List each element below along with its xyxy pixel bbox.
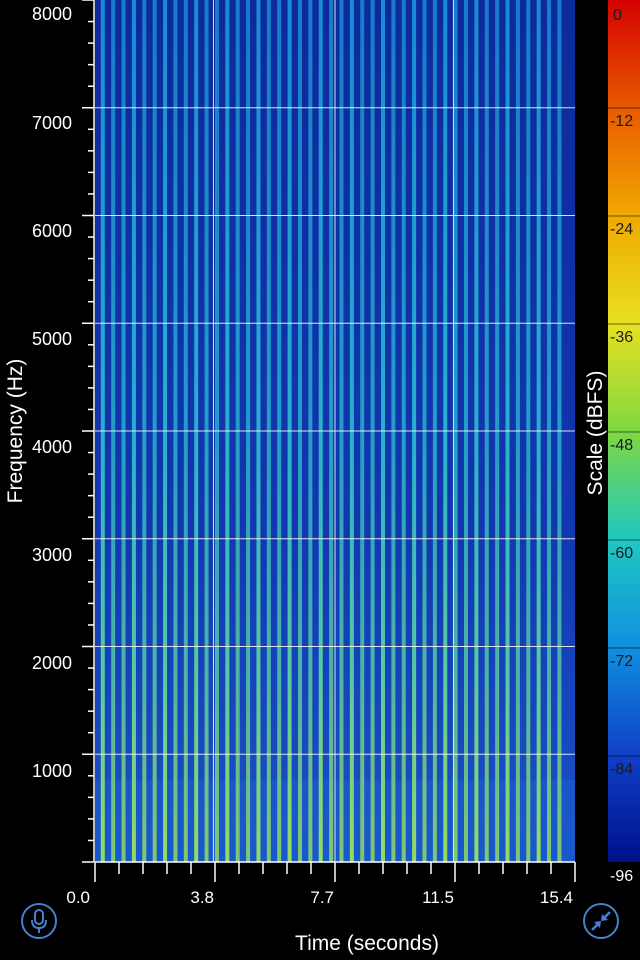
microphone-button[interactable] (21, 903, 57, 939)
colorbar-tick-label: -60 (610, 545, 633, 562)
grid-lines (95, 0, 575, 862)
x-minor-ticks (94, 862, 576, 882)
y-tick-label: 1000 (32, 761, 72, 781)
x-tick-label: 11.5 (422, 888, 454, 907)
x-axis-label: Time (seconds) (295, 932, 439, 955)
y-tick-label: 7000 (32, 113, 72, 133)
colorbar-label: Scale (dBFS) (584, 371, 607, 496)
colorbar-tick-label: -84 (610, 761, 633, 778)
y-axis-label: Frequency (Hz) (4, 359, 27, 504)
colorbar-tick-label: -24 (610, 221, 633, 238)
x-tick-label: 7.7 (310, 888, 334, 907)
colorbar-tick-label: -48 (610, 437, 633, 454)
microphone-icon (31, 909, 47, 933)
x-tick-label: 3.8 (190, 888, 214, 907)
colorbar-ticks (608, 107, 640, 865)
colorbar (608, 0, 640, 862)
y-tick-label: 3000 (32, 545, 72, 565)
y-tick-label: 6000 (32, 221, 72, 241)
x-tick-labels: 0.0 3.8 7.7 11.5 15.4 (66, 888, 573, 907)
x-tick-label: 0.0 (66, 888, 90, 907)
collapse-arrows-icon (591, 911, 611, 931)
y-tick-label: 5000 (32, 329, 72, 349)
y-minor-ticks (82, 0, 94, 863)
colorbar-tick-labels: 0 -12 -24 -36 -48 -60 -72 -84 -96 (610, 7, 633, 885)
colorbar-tick-label: -12 (610, 113, 633, 130)
y-tick-label: 4000 (32, 437, 72, 457)
y-tick-labels: 1000 2000 3000 4000 5000 6000 7000 8000 (32, 4, 72, 781)
colorbar-tick-label: -72 (610, 653, 633, 670)
y-tick-label: 8000 (32, 4, 72, 24)
zoom-toggle-button[interactable] (583, 903, 619, 939)
colorbar-tick-label: -96 (610, 868, 633, 885)
colorbar-tick-label: -36 (610, 329, 633, 346)
x-tick-label: 15.4 (540, 888, 573, 907)
colorbar-tick-label: 0 (613, 7, 622, 24)
y-tick-label: 2000 (32, 653, 72, 673)
